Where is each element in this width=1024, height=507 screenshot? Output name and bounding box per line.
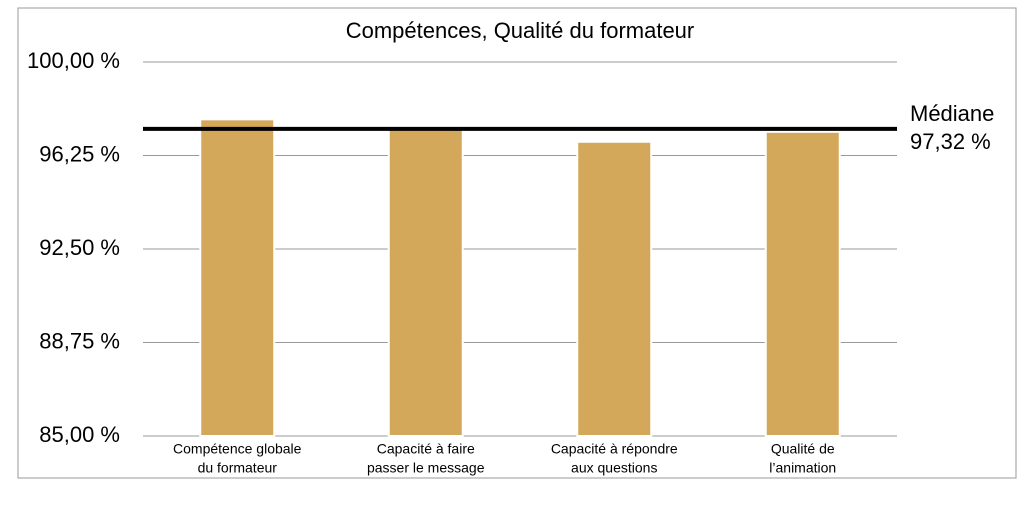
y-tick-label: 96,25 % <box>39 141 120 166</box>
x-tick-label: du formateur <box>198 460 278 476</box>
bar <box>576 140 653 438</box>
bar <box>764 130 841 438</box>
median-value-label: 97,32 % <box>910 129 991 154</box>
bar <box>199 118 276 437</box>
x-tick-label: Capacité à faire <box>377 441 475 457</box>
y-tick-label: 100,00 % <box>27 48 120 73</box>
x-tick-label: aux questions <box>571 460 657 476</box>
y-tick-label: 88,75 % <box>39 328 120 353</box>
chart-frame <box>17 7 1017 479</box>
x-tick-label: l’animation <box>769 460 836 476</box>
y-tick-label: 85,00 % <box>39 422 120 447</box>
median-label: Médiane <box>910 101 994 126</box>
y-tick-label: 92,50 % <box>39 235 120 260</box>
chart-title: Compétences, Qualité du formateur <box>346 18 695 43</box>
x-tick-label: passer le message <box>367 460 485 476</box>
x-tick-label: Capacité à répondre <box>551 441 678 457</box>
x-tick-label: Compétence globale <box>173 441 302 457</box>
x-tick-label: Qualité de <box>771 441 835 457</box>
bar <box>387 128 464 437</box>
